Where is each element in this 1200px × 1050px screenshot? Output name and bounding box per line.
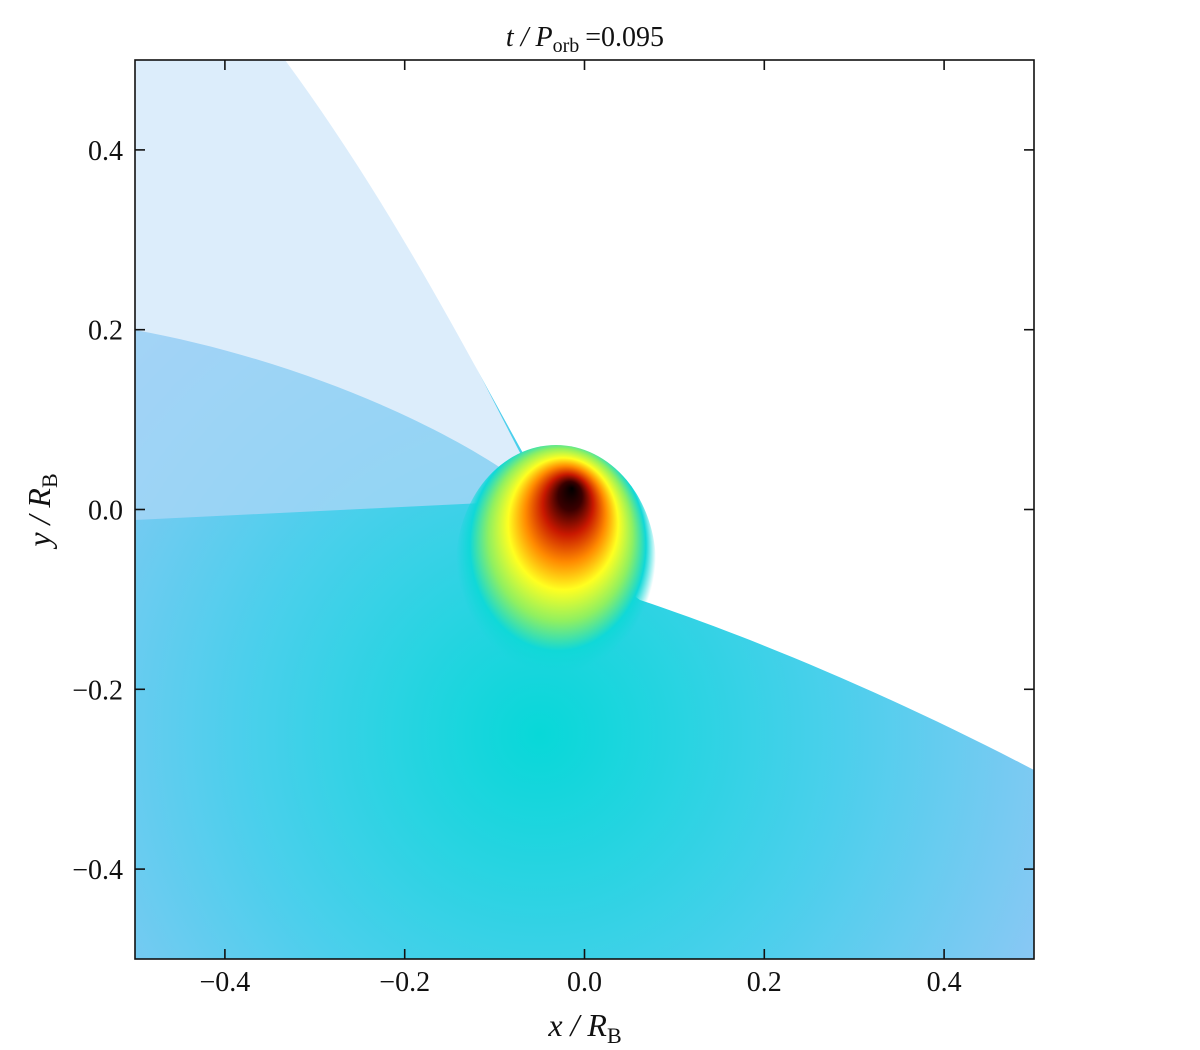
x-tick-label: 0.2 [747, 967, 782, 998]
y-label-subscript: B [37, 473, 62, 488]
title-subscript: orb [553, 35, 580, 57]
y-axis-label: y / RB [21, 473, 62, 549]
x-label-subscript: B [607, 1023, 622, 1048]
x-tick-label: −0.2 [379, 967, 430, 998]
y-tick-label: −0.4 [72, 855, 123, 886]
x-tick-label: 0.4 [927, 967, 962, 998]
title-suffix: =0.095 [585, 22, 664, 53]
y-tick-label: 0.2 [88, 316, 123, 347]
x-label-text: x / R [547, 1007, 607, 1043]
x-tick-label: 0.0 [567, 967, 602, 998]
y-tick-label: −0.2 [72, 675, 123, 706]
density-field [135, 60, 1034, 959]
y-tick-label: 0.0 [88, 496, 123, 527]
x-tick-label: −0.4 [200, 967, 251, 998]
title-text: t / P [506, 22, 553, 53]
chart-title: t / Porb =0.095 [506, 22, 664, 57]
x-axis-label: x / RB [547, 1007, 621, 1048]
y-label-text: y / R [21, 488, 57, 550]
y-tick-label: 0.4 [88, 136, 123, 167]
